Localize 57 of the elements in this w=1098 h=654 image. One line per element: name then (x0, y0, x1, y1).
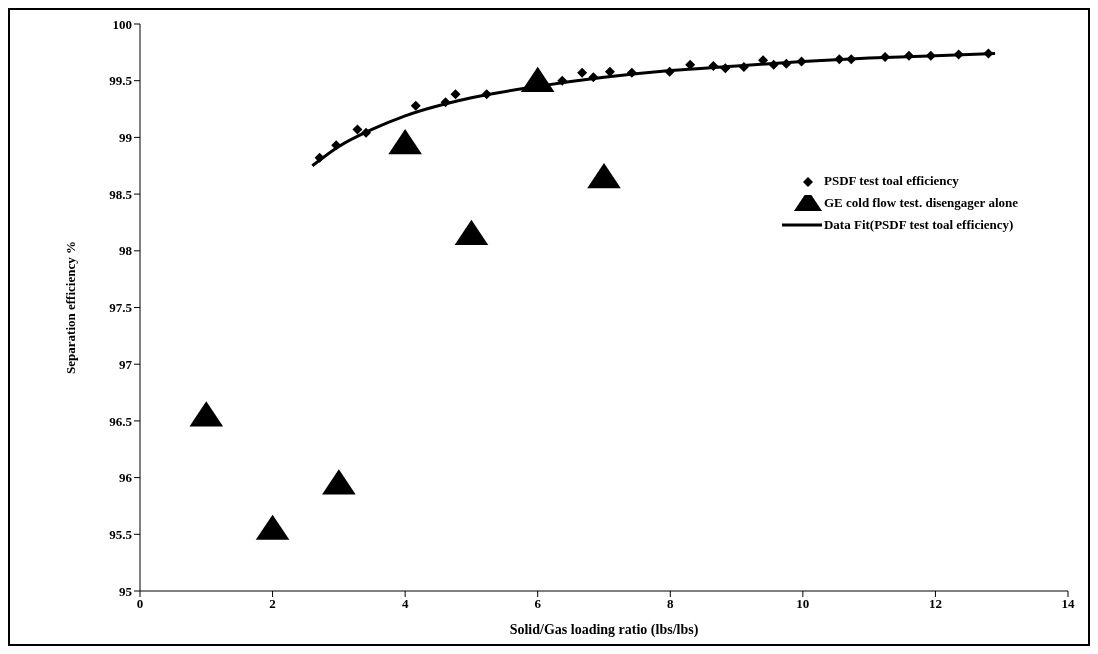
x-tick-label: 4 (401, 596, 409, 612)
x-tick-label: 14 (1061, 596, 1075, 612)
y-tick-label: 97 (119, 356, 133, 372)
y-tick-label: 98.5 (109, 186, 133, 202)
point (454, 219, 489, 245)
point (361, 127, 372, 138)
y-tick-label: 95.5 (109, 526, 133, 542)
point (352, 124, 363, 135)
y-axis-title: Separation efficiency % (62, 241, 78, 374)
y-tick-label: 97.5 (109, 300, 133, 316)
point (953, 49, 964, 60)
point (587, 163, 621, 189)
x-tick-label: 8 (667, 596, 675, 612)
x-tick-label: 0 (136, 596, 144, 612)
point (255, 514, 290, 540)
point (557, 75, 568, 86)
point (664, 66, 675, 77)
point (481, 89, 492, 100)
y-tick-label: 96 (119, 470, 133, 486)
point (588, 72, 599, 83)
point (846, 54, 857, 65)
point (925, 50, 936, 61)
point (834, 54, 845, 65)
point (410, 100, 421, 111)
point (440, 97, 451, 108)
y-tick-label: 100 (112, 16, 132, 32)
line-series (310, 51, 997, 168)
point (626, 67, 637, 78)
point (450, 89, 461, 100)
legend-label: Data Fit(PSDF test toal efficiency) (823, 216, 1014, 234)
y-tick-label: 95 (119, 583, 133, 599)
point (781, 58, 792, 69)
point (577, 67, 588, 78)
point (796, 56, 807, 67)
x-axis-title: Solid/Gas loading ratio (lbs/lbs) (509, 622, 699, 638)
point (322, 469, 356, 495)
point (983, 48, 994, 59)
legend-label: PSDF test toal efficiency (823, 172, 959, 190)
y-tick-label: 96.5 (109, 413, 133, 429)
legend-label: GE cold flow test. disengager alone (823, 194, 1018, 212)
y-tick-label: 99.5 (109, 73, 133, 89)
x-tick-label: 2 (269, 596, 276, 612)
x-tick-label: 12 (928, 596, 942, 612)
point (189, 401, 224, 427)
point (720, 63, 731, 74)
y-tick-label: 99 (119, 130, 133, 146)
point (520, 66, 555, 92)
point (388, 129, 422, 155)
x-tick-label: 6 (534, 596, 542, 612)
point (708, 60, 719, 71)
point (768, 59, 779, 70)
point (738, 62, 749, 73)
x-tick-label: 10 (796, 596, 810, 612)
y-tick-label: 98 (119, 243, 133, 259)
point (604, 66, 615, 77)
point (314, 152, 325, 163)
point (903, 50, 914, 61)
